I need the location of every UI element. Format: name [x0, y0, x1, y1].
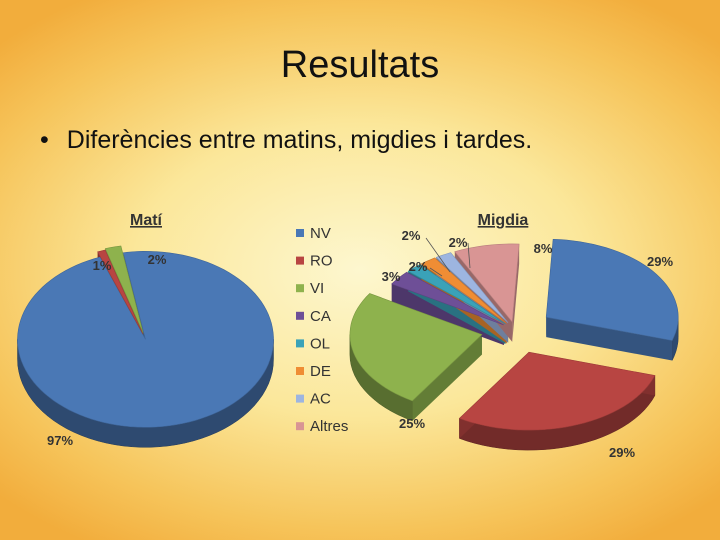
- legend-swatch-ac: [296, 394, 304, 403]
- slice-wall-nv: [546, 317, 673, 361]
- legend-label-ac: AC: [310, 391, 331, 408]
- bullet-symbol: •: [40, 126, 49, 154]
- slice-wall-vi: [412, 334, 482, 421]
- legend-label-vi: VI: [310, 280, 324, 297]
- labels-mati: 97% 1% 2%: [47, 252, 167, 448]
- legend-label-ro: RO: [310, 253, 333, 270]
- slice-ro: [97, 249, 144, 335]
- legend-swatch-ol: [296, 339, 304, 348]
- legend: NV RO VI CA OL DE AC Altres: [296, 225, 348, 435]
- value-label-ol: 2%: [402, 228, 421, 243]
- legend-label-ol: OL: [310, 335, 330, 352]
- legend-swatch-vi: [296, 284, 304, 293]
- legend-label-de: DE: [310, 363, 331, 380]
- value-label-de: 2%: [449, 235, 468, 250]
- labels-migdia: 29% 29% 25% 3% 2% 2% 2% 8%: [382, 228, 674, 460]
- bullet-text: Diferències entre matins, migdies i tard…: [66, 126, 533, 154]
- slice-nv: [17, 250, 274, 428]
- value-label-ca: 3%: [382, 269, 401, 284]
- slice-de: [420, 257, 507, 324]
- legend-label-altres: Altres: [310, 418, 348, 435]
- chart-title-mati: Matí: [130, 212, 163, 229]
- value-label-nv: 97%: [47, 433, 73, 448]
- slice-nv: [545, 238, 679, 341]
- legend-swatch-nv: [296, 229, 304, 237]
- legend-swatch-de: [296, 367, 304, 375]
- legend-label-ca: CA: [310, 308, 331, 325]
- leader-line: [425, 237, 451, 273]
- slice-ro: [458, 351, 656, 431]
- legend-label-nv: NV: [310, 225, 331, 242]
- slice-ca: [391, 271, 504, 326]
- leader-line: [467, 242, 471, 269]
- slice-ac: [435, 252, 509, 324]
- value-label-vi: 2%: [148, 252, 167, 267]
- slice-vi: [104, 245, 144, 333]
- slide-title: Resultats: [280, 44, 440, 86]
- bullet-point: • Diferències entre matins, migdies i tar…: [40, 126, 532, 155]
- slice-wall-altres: [512, 243, 520, 342]
- value-label-ro: 29%: [609, 445, 635, 460]
- pie-migdia: [349, 238, 679, 451]
- value-label-ac: 2%: [409, 259, 428, 274]
- legend-swatch-ro: [296, 256, 304, 265]
- slice-altres: [454, 243, 520, 323]
- legend-swatch-ca: [296, 311, 304, 320]
- value-label-altres: 8%: [534, 241, 553, 256]
- leader-line: [429, 267, 443, 277]
- slice-vi: [349, 293, 483, 402]
- legend-swatch-altres: [296, 422, 304, 431]
- slice-ol: [407, 264, 506, 325]
- value-label-ro: 1%: [93, 258, 112, 273]
- value-label-vi: 25%: [399, 416, 425, 431]
- pie-mati: [17, 245, 274, 448]
- chart-title-migdia: Migdia: [478, 212, 529, 229]
- value-label-nv: 29%: [647, 254, 673, 269]
